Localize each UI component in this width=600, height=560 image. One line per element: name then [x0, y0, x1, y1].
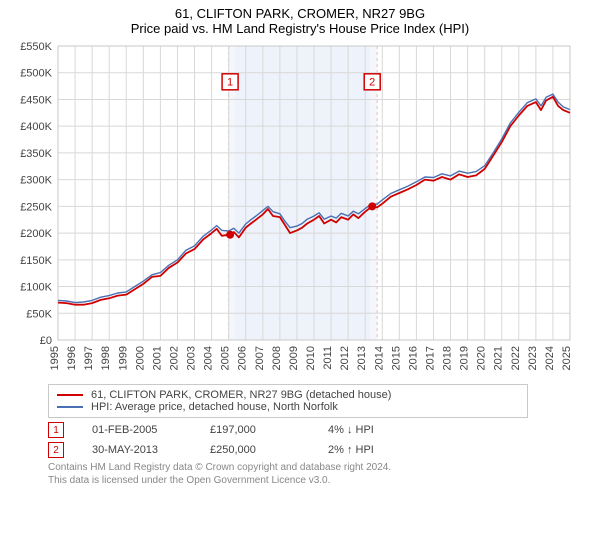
- license-text: Contains HM Land Registry data © Crown c…: [48, 462, 590, 487]
- sale-dot-2: [368, 202, 376, 210]
- x-axis-label: 2023: [527, 346, 539, 370]
- x-axis-label: 2007: [254, 346, 266, 370]
- sale-marker-icon: 2: [48, 442, 64, 458]
- x-axis-label: 2010: [305, 346, 317, 370]
- x-axis-label: 1999: [117, 346, 129, 370]
- x-axis-label: 2004: [203, 346, 215, 370]
- legend-label: HPI: Average price, detached house, Nort…: [91, 401, 338, 413]
- x-axis-label: 2017: [424, 346, 436, 370]
- sale-date: 30-MAY-2013: [92, 444, 182, 456]
- x-axis-label: 2021: [493, 346, 505, 370]
- x-axis-label: 2009: [288, 346, 300, 370]
- page-subtitle: Price paid vs. HM Land Registry's House …: [10, 21, 590, 36]
- legend-label: 61, CLIFTON PARK, CROMER, NR27 9BG (deta…: [91, 389, 391, 401]
- x-axis-label: 1997: [83, 346, 95, 370]
- sale-marker-label: 1: [227, 77, 233, 89]
- license-line: Contains HM Land Registry data © Crown c…: [48, 462, 590, 475]
- x-axis-label: 1996: [66, 346, 78, 370]
- x-axis-label: 2011: [322, 346, 334, 370]
- sale-row: 2 30-MAY-2013 £250,000 2% ↑ HPI: [48, 442, 590, 458]
- x-axis-label: 1998: [100, 346, 112, 370]
- y-axis-label: £350K: [20, 148, 52, 160]
- y-axis-label: £300K: [20, 175, 52, 187]
- x-axis-label: 2014: [373, 346, 385, 370]
- x-axis-label: 2001: [151, 346, 163, 370]
- sale-row: 1 01-FEB-2005 £197,000 4% ↓ HPI: [48, 422, 590, 438]
- chart-svg: £0 £50K £100K £150K £200K £250K £300K £350K £400…: [10, 40, 576, 380]
- y-axis-label: £500K: [20, 68, 52, 80]
- x-axis-label: 2003: [186, 346, 198, 370]
- sale-price: £197,000: [210, 424, 300, 436]
- x-axis-label: 2025: [561, 346, 573, 370]
- x-axis-label: 2016: [407, 346, 419, 370]
- y-axis-label: £400K: [20, 121, 52, 133]
- sale-delta: 2% ↑ HPI: [328, 444, 418, 456]
- sale-date: 01-FEB-2005: [92, 424, 182, 436]
- y-axis-label: £250K: [20, 201, 52, 213]
- sales-table: 1 01-FEB-2005 £197,000 4% ↓ HPI 2 30-MAY-2013…: [48, 422, 590, 458]
- y-axis-label: £150K: [20, 255, 52, 267]
- x-axis-label: 2000: [134, 346, 146, 370]
- y-axis-label: £50K: [26, 308, 52, 320]
- x-axis-label: 2006: [237, 346, 249, 370]
- legend-swatch: [57, 406, 83, 408]
- y-axis-label: £100K: [20, 282, 52, 294]
- x-axis-label: 2022: [510, 346, 522, 370]
- x-axis-label: 2024: [544, 346, 556, 370]
- x-axis-label: 2013: [356, 346, 368, 370]
- y-axis-label: £200K: [20, 228, 52, 240]
- x-axis-label: 2015: [390, 346, 402, 370]
- y-axis-label: £550K: [20, 41, 52, 53]
- x-axis-label: 2002: [168, 346, 180, 370]
- legend-item: 61, CLIFTON PARK, CROMER, NR27 9BG (deta…: [57, 389, 519, 401]
- legend: 61, CLIFTON PARK, CROMER, NR27 9BG (deta…: [48, 384, 528, 418]
- page-title: 61, CLIFTON PARK, CROMER, NR27 9BG: [10, 6, 590, 21]
- y-axis-label: £0: [40, 335, 52, 347]
- x-axis-label: 2005: [220, 346, 232, 370]
- sale-delta: 4% ↓ HPI: [328, 424, 418, 436]
- x-axis-label: 2019: [459, 346, 471, 370]
- legend-swatch: [57, 394, 83, 396]
- y-axis-label: £450K: [20, 94, 52, 106]
- x-axis-label: 2018: [442, 346, 454, 370]
- sale-dot-1: [226, 231, 234, 239]
- x-axis-label: 1995: [49, 346, 61, 370]
- license-line: This data is licensed under the Open Gov…: [48, 475, 590, 488]
- x-axis-label: 2008: [271, 346, 283, 370]
- x-axis-label: 2012: [339, 346, 351, 370]
- sale-marker-label: 2: [369, 77, 375, 89]
- legend-item: HPI: Average price, detached house, Nort…: [57, 401, 519, 413]
- sale-marker-icon: 1: [48, 422, 64, 438]
- x-axis-label: 2020: [476, 346, 488, 370]
- price-chart: £0 £50K £100K £150K £200K £250K £300K £350K £400…: [10, 40, 590, 380]
- sale-price: £250,000: [210, 444, 300, 456]
